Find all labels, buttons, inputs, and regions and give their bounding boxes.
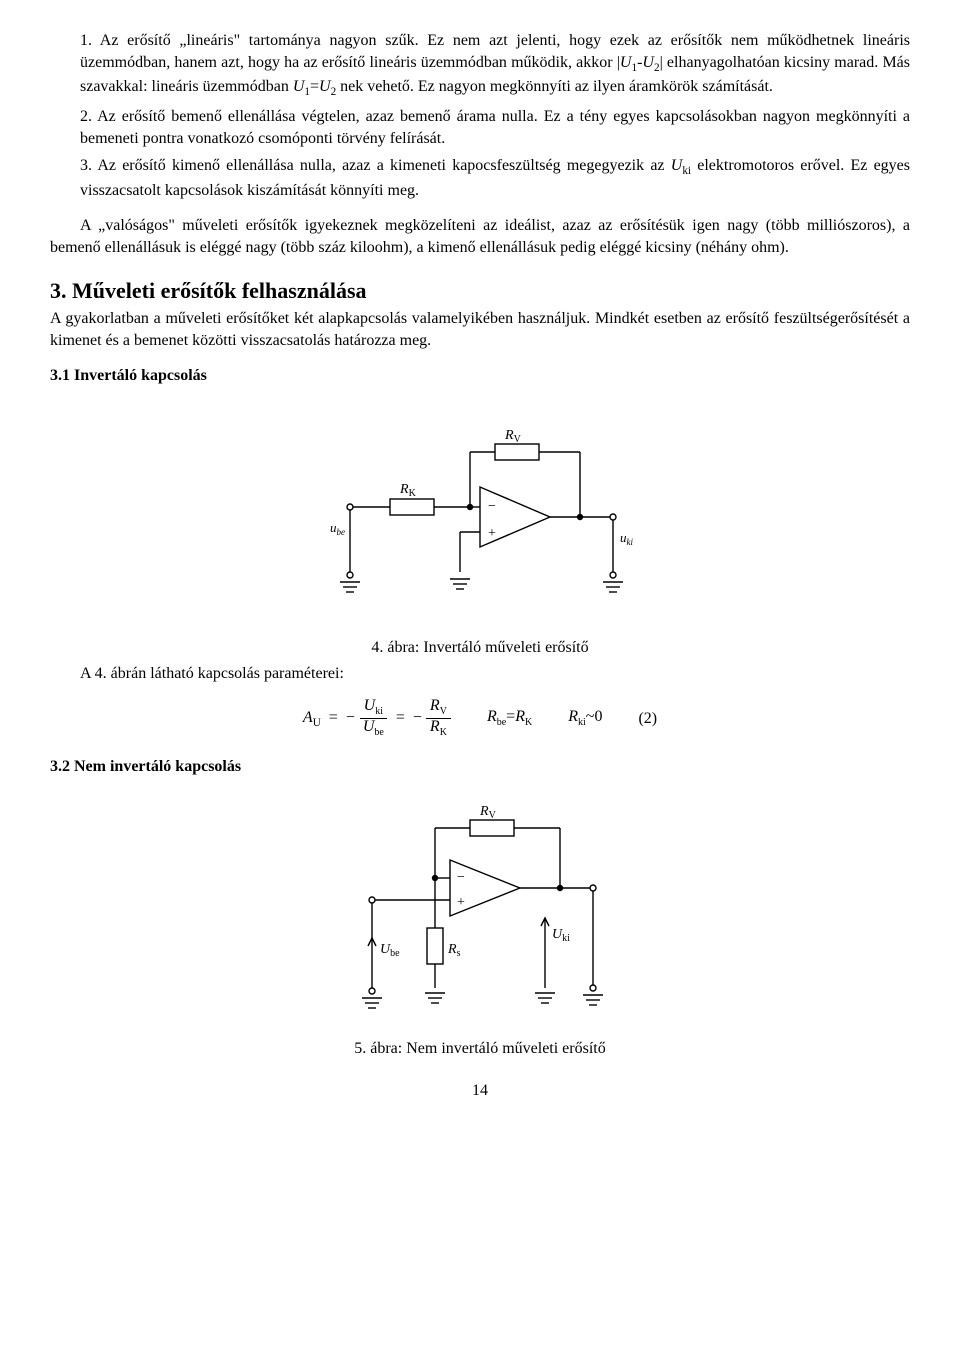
equation-2: AU = − Uki Ube = − RV RK Rbe=RK Rki~0 (2…: [50, 698, 910, 738]
section-3-intro: A gyakorlatban a műveleti erősítőket két…: [50, 308, 910, 351]
figure-4-caption: 4. ábra: Invertáló műveleti erősítő: [50, 637, 910, 659]
svg-text:Uki: Uki: [552, 927, 570, 944]
svg-text:uki: uki: [620, 530, 633, 547]
paragraph-real-opamps: A „valóságos" műveleti erősítők igyekezn…: [50, 215, 910, 258]
var: U: [642, 54, 654, 71]
eq-number: (2): [638, 708, 657, 730]
svg-text:+: +: [457, 895, 465, 910]
list-item-1: 1. Az erősítő „lineáris" tartománya nagy…: [80, 30, 910, 100]
sub: ki: [682, 166, 691, 178]
page-number: 14: [50, 1080, 910, 1102]
svg-text:−: −: [488, 499, 496, 514]
figure-4-after-text: A 4. ábrán látható kapcsolás paraméterei…: [50, 663, 910, 685]
var: U: [620, 54, 632, 71]
svg-text:RV: RV: [479, 804, 497, 821]
eq-rbe: Rbe=RK: [487, 706, 532, 730]
svg-text:RK: RK: [399, 482, 417, 499]
figure-5-caption: 5. ábra: Nem invertáló műveleti erősítő: [50, 1038, 910, 1060]
list-item-2: 2. Az erősítő bemenő ellenállása végtele…: [80, 106, 910, 149]
inverting-opamp-diagram: RV RK ube uki − +: [310, 397, 650, 627]
section-3-2-title: 3.2 Nem invertáló kapcsolás: [50, 756, 910, 778]
svg-text:−: −: [457, 870, 465, 885]
text: nek vehető. Ez nagyon megkönnyíti az ily…: [336, 78, 773, 95]
var: U: [671, 157, 683, 174]
text: =: [310, 78, 319, 95]
figure-5: RV Rs Ube Uki − +: [50, 788, 910, 1028]
section-3-title: 3. Műveleti erősítők felhasználása: [50, 276, 910, 306]
text: 3. Az erősítő kimenő ellenállása nulla, …: [80, 157, 671, 174]
svg-text:ube: ube: [330, 520, 345, 537]
eq-rki: Rki~0: [568, 706, 602, 730]
figure-4: RV RK ube uki − +: [50, 397, 910, 627]
svg-text:Ube: Ube: [380, 942, 400, 959]
list-item-3: 3. Az erősítő kimenő ellenállása nulla, …: [80, 155, 910, 201]
var: U: [319, 78, 331, 95]
svg-text:+: +: [488, 526, 496, 541]
svg-text:Rs: Rs: [447, 942, 461, 959]
var: U: [293, 78, 305, 95]
eq-left: AU = − Uki Ube = − RV RK: [303, 698, 451, 738]
svg-text:RV: RV: [504, 428, 522, 445]
section-3-1-title: 3.1 Invertáló kapcsolás: [50, 365, 910, 387]
noninverting-opamp-diagram: RV Rs Ube Uki − +: [320, 788, 640, 1028]
properties-list: 1. Az erősítő „lineáris" tartománya nagy…: [50, 30, 910, 201]
